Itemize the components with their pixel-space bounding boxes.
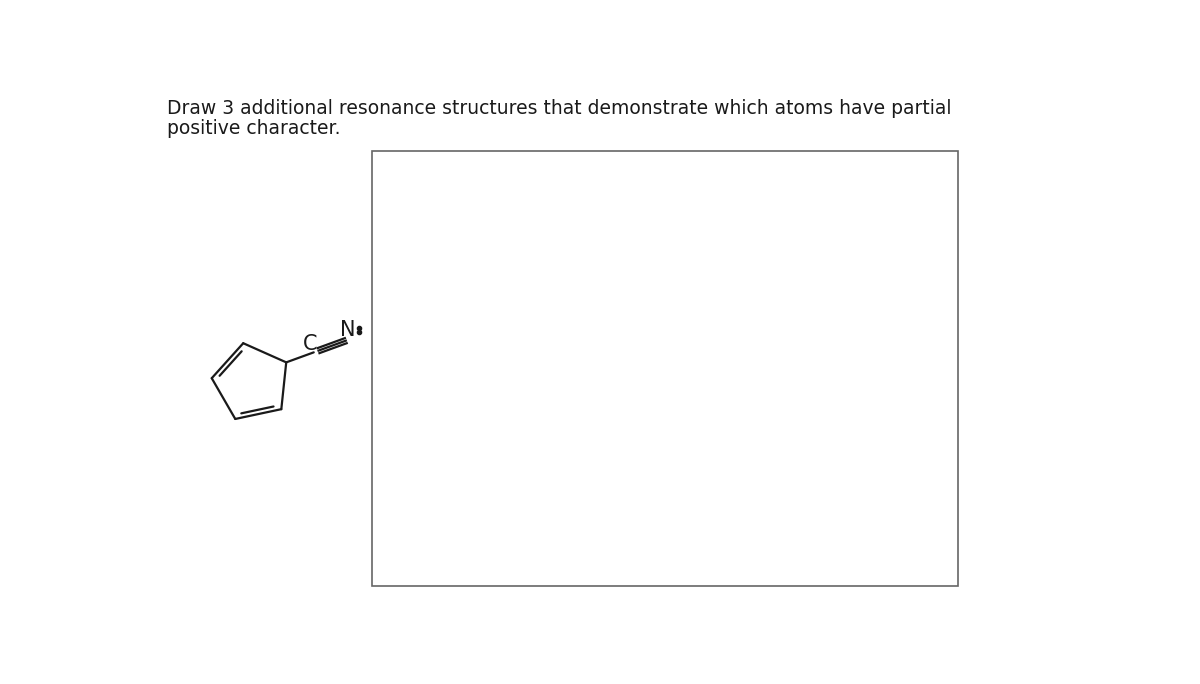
Text: C: C xyxy=(304,334,318,354)
Text: N: N xyxy=(341,320,356,340)
Text: positive character.: positive character. xyxy=(167,119,341,138)
Text: Draw 3 additional resonance structures that demonstrate which atoms have partial: Draw 3 additional resonance structures t… xyxy=(167,99,952,118)
Bar xyxy=(372,151,958,586)
